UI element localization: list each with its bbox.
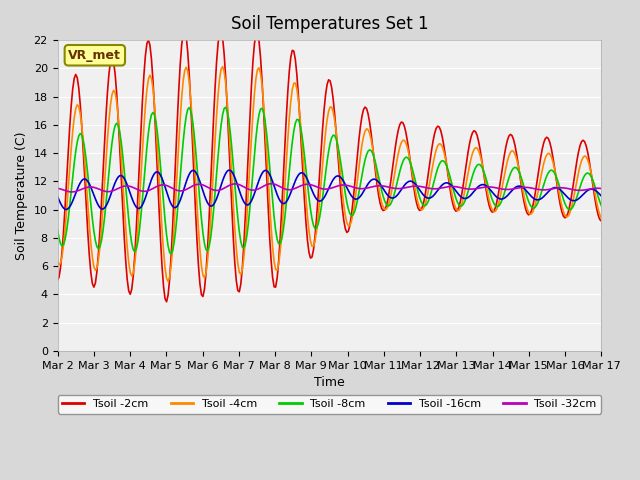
Y-axis label: Soil Temperature (C): Soil Temperature (C) <box>15 131 28 260</box>
Title: Soil Temperatures Set 1: Soil Temperatures Set 1 <box>230 15 428 33</box>
Legend: Tsoil -2cm, Tsoil -4cm, Tsoil -8cm, Tsoil -16cm, Tsoil -32cm: Tsoil -2cm, Tsoil -4cm, Tsoil -8cm, Tsoi… <box>58 395 601 414</box>
Text: VR_met: VR_met <box>68 49 121 62</box>
X-axis label: Time: Time <box>314 376 345 389</box>
